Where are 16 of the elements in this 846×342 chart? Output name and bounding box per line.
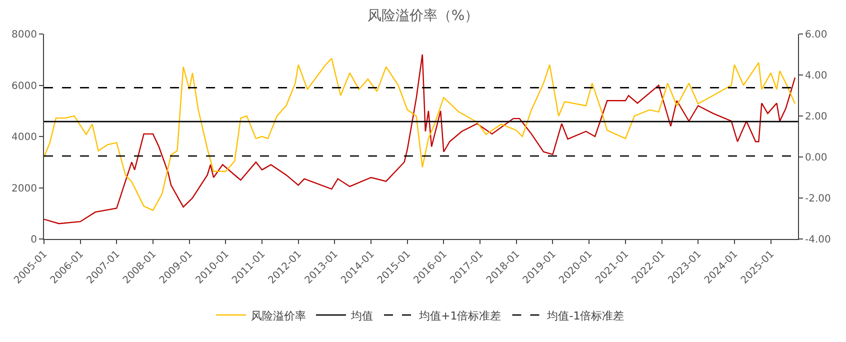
y-tick-label: 8000 bbox=[12, 30, 37, 40]
legend-label: 风险溢价率 bbox=[251, 309, 306, 322]
y2-tick-label: -2.00 bbox=[805, 194, 831, 204]
y2-tick-label: -4.00 bbox=[805, 234, 831, 246]
y-tick-label: 0 bbox=[30, 234, 37, 246]
y2-tick-label: 6.00 bbox=[805, 30, 828, 40]
legend-label: 均值-1倍标准差 bbox=[546, 309, 624, 322]
y2-tick-label: 2.00 bbox=[805, 112, 828, 122]
y2-tick-label: 0.00 bbox=[805, 152, 828, 164]
legend-label: 均值 bbox=[350, 309, 373, 322]
y2-tick-label: 4.00 bbox=[805, 70, 828, 82]
y-tick-label: 2000 bbox=[12, 183, 37, 194]
chart-title: 风险溢价率（%） bbox=[367, 8, 479, 24]
y-tick-label: 4000 bbox=[12, 132, 37, 143]
legend-label: 均值+1倍标准差 bbox=[418, 309, 502, 322]
y-tick-label: 6000 bbox=[12, 80, 37, 92]
